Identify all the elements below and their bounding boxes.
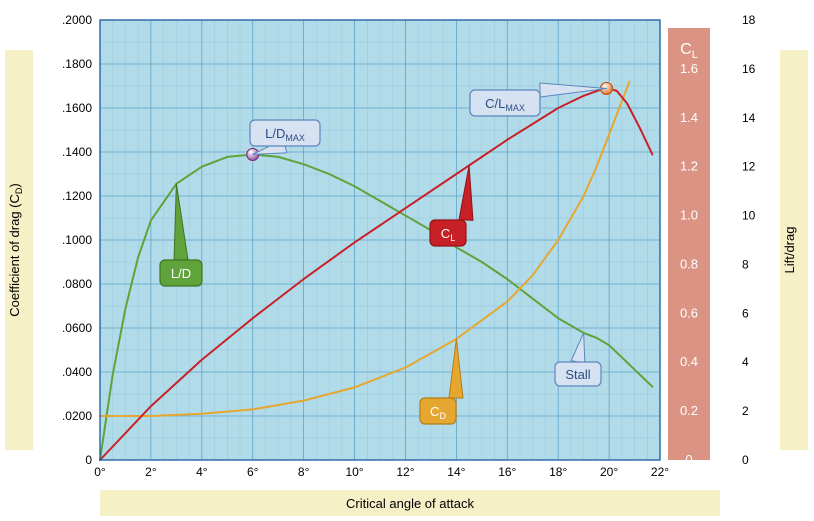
x-tick: 16° xyxy=(498,465,516,479)
y-left-tick: 0 xyxy=(85,453,92,467)
cl-scale-tick: 0.6 xyxy=(680,305,698,320)
y-left-tick: .0400 xyxy=(62,365,92,379)
x-axis-label: Critical angle of attack xyxy=(346,496,474,511)
cl-scale-bg xyxy=(668,28,710,460)
y-right-tick: 6 xyxy=(742,306,749,320)
x-tick: 4° xyxy=(196,465,208,479)
y-left-label: Coefficient of drag (CD) xyxy=(7,183,24,316)
y-right-tick: 10 xyxy=(742,209,756,223)
y-right-tick: 8 xyxy=(742,257,749,271)
y-right-tick: 16 xyxy=(742,62,756,76)
x-tick: 10° xyxy=(345,465,363,479)
x-tick: 8° xyxy=(298,465,310,479)
y-left-tick: .1000 xyxy=(62,233,92,247)
y-right-tick: 2 xyxy=(742,404,749,418)
x-tick: 2° xyxy=(145,465,157,479)
x-tick: 18° xyxy=(549,465,567,479)
y-right-tick: 18 xyxy=(742,13,756,27)
y-right-tick: 12 xyxy=(742,160,756,174)
y-left-tick: .0600 xyxy=(62,321,92,335)
cl-scale-tick: 1.0 xyxy=(680,208,698,223)
cl-scale-tick: 1.8 xyxy=(680,12,698,27)
x-tick: 14° xyxy=(447,465,465,479)
cl-scale-tick: 0 xyxy=(685,452,692,467)
y-left-tick: .1800 xyxy=(62,57,92,71)
cl-scale-tick: 1.4 xyxy=(680,110,698,125)
cl-scale-tick: 0.4 xyxy=(680,354,698,369)
aero-chart: CL00.20.40.60.81.01.21.41.61.80°2°4°6°8°… xyxy=(0,0,814,521)
cl-scale-tick: 1.2 xyxy=(680,159,698,174)
x-tick: 22° xyxy=(651,465,669,479)
y-left-tick: .0800 xyxy=(62,277,92,291)
cl-scale-tick: 0.2 xyxy=(680,403,698,418)
y-left-tick: .1200 xyxy=(62,189,92,203)
x-tick: 20° xyxy=(600,465,618,479)
x-tick: 6° xyxy=(247,465,259,479)
chart-svg: CL00.20.40.60.81.01.21.41.61.80°2°4°6°8°… xyxy=(0,0,814,521)
y-right-tick: 14 xyxy=(742,111,756,125)
cl-scale-tick: 1.6 xyxy=(680,61,698,76)
callout-text: L/D xyxy=(171,266,191,281)
y-right-tick: 0 xyxy=(742,453,749,467)
cl-scale-tick: 0.8 xyxy=(680,256,698,271)
y-right-label: Lift/drag xyxy=(782,227,797,274)
x-tick: 12° xyxy=(396,465,414,479)
x-tick: 0° xyxy=(94,465,106,479)
y-right-tick: 4 xyxy=(742,355,749,369)
y-left-tick: .2000 xyxy=(62,13,92,27)
y-left-tick: .0200 xyxy=(62,409,92,423)
y-left-tick: .1600 xyxy=(62,101,92,115)
callout-text: Stall xyxy=(565,367,590,382)
y-left-tick: .1400 xyxy=(62,145,92,159)
